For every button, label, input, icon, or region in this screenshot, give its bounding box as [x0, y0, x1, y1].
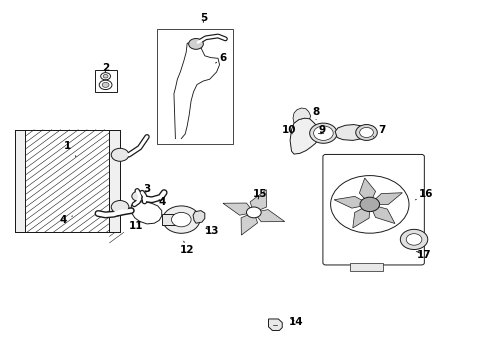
Circle shape: [310, 123, 337, 143]
Circle shape: [102, 82, 109, 87]
Circle shape: [360, 127, 373, 138]
Bar: [350, 263, 383, 271]
Circle shape: [111, 201, 129, 213]
Circle shape: [331, 176, 409, 233]
Circle shape: [103, 75, 108, 78]
FancyBboxPatch shape: [323, 154, 424, 265]
Circle shape: [246, 207, 261, 218]
Text: 17: 17: [416, 250, 431, 260]
Polygon shape: [293, 108, 311, 123]
Circle shape: [111, 148, 129, 161]
Text: 5: 5: [200, 13, 207, 23]
Text: 10: 10: [282, 125, 296, 135]
Circle shape: [356, 125, 377, 140]
Circle shape: [101, 73, 111, 80]
Text: 6: 6: [216, 53, 226, 63]
Polygon shape: [254, 210, 285, 222]
Circle shape: [189, 39, 203, 49]
Polygon shape: [370, 204, 395, 224]
Bar: [15, 130, 25, 232]
Circle shape: [314, 126, 333, 140]
Polygon shape: [131, 202, 162, 224]
Text: 13: 13: [204, 226, 219, 236]
Bar: [15, 130, 120, 232]
Text: 9: 9: [319, 125, 326, 135]
Text: 3: 3: [144, 184, 150, 194]
Text: 4: 4: [158, 197, 166, 207]
Text: 4: 4: [59, 215, 73, 225]
Text: 8: 8: [313, 107, 319, 120]
Polygon shape: [250, 190, 267, 212]
Text: 14: 14: [289, 317, 304, 327]
Polygon shape: [353, 204, 370, 228]
Bar: [162, 214, 179, 225]
Polygon shape: [334, 196, 370, 208]
Circle shape: [172, 212, 191, 227]
Text: 1: 1: [64, 141, 76, 157]
Polygon shape: [370, 193, 402, 204]
Bar: [157, 29, 233, 144]
Circle shape: [360, 197, 380, 212]
Circle shape: [400, 229, 428, 249]
Bar: [109, 130, 120, 232]
Polygon shape: [223, 203, 254, 215]
Circle shape: [406, 234, 422, 245]
Polygon shape: [359, 178, 375, 204]
Text: 7: 7: [373, 125, 386, 137]
Circle shape: [132, 191, 146, 201]
Bar: [95, 70, 117, 92]
Text: 12: 12: [180, 241, 195, 255]
Polygon shape: [269, 319, 282, 330]
Bar: [25, 130, 109, 232]
Polygon shape: [335, 125, 368, 140]
Circle shape: [163, 206, 200, 233]
Circle shape: [99, 80, 112, 90]
Polygon shape: [290, 118, 319, 154]
Text: 11: 11: [129, 221, 144, 231]
Text: 15: 15: [252, 189, 267, 199]
Text: 2: 2: [102, 63, 109, 73]
Polygon shape: [241, 212, 258, 235]
Polygon shape: [193, 211, 205, 223]
Text: 16: 16: [416, 189, 434, 200]
